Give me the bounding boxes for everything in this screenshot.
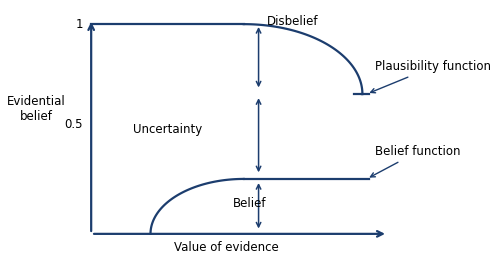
Text: Belief function: Belief function <box>370 145 460 177</box>
Text: Evidential
belief: Evidential belief <box>6 95 66 123</box>
Text: 1: 1 <box>75 18 82 31</box>
Text: Plausibility function: Plausibility function <box>370 60 491 93</box>
Text: Uncertainty: Uncertainty <box>133 123 202 135</box>
Text: 0.5: 0.5 <box>64 117 82 131</box>
Text: Disbelief: Disbelief <box>267 15 318 28</box>
Text: Value of evidence: Value of evidence <box>174 241 279 254</box>
Text: Belief: Belief <box>233 197 266 211</box>
